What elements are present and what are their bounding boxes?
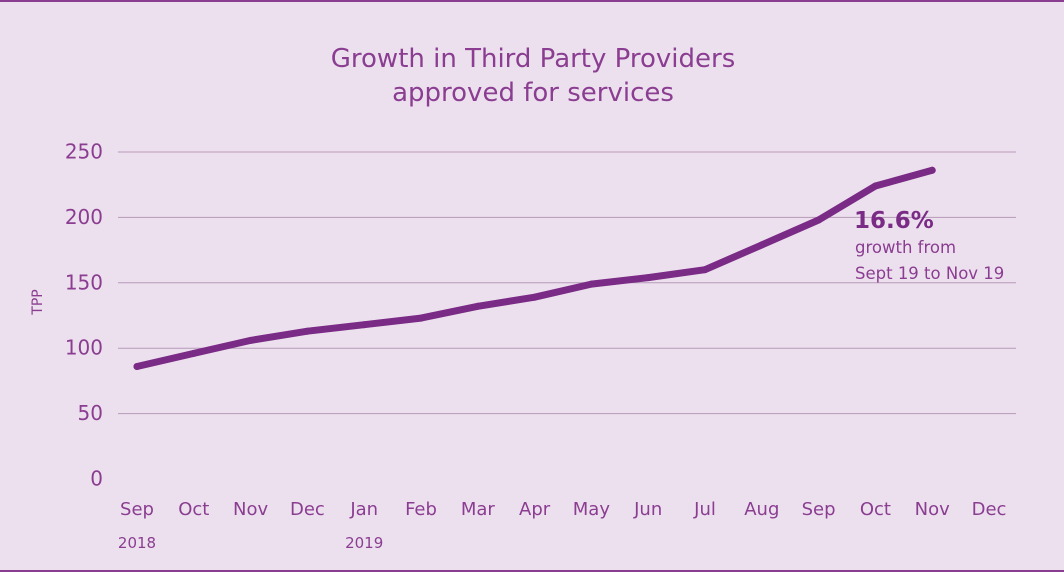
data-point (247, 336, 255, 344)
y-axis-title: TPP (30, 289, 46, 315)
data-point (871, 182, 879, 190)
data-point (644, 274, 652, 282)
series-group (133, 166, 936, 370)
annotation-growth-value: 16.6% (854, 208, 934, 234)
gridlines (118, 151, 1016, 415)
data-point (360, 321, 368, 329)
data-point (190, 349, 198, 357)
x-tick-label: Jan (349, 499, 378, 520)
data-point (531, 293, 539, 301)
y-axis-ticks: 0 50 100 150 200 250 (65, 140, 103, 491)
data-point (133, 363, 141, 370)
x-tick-label: Jul (693, 499, 716, 520)
year-label: 2019 (345, 534, 383, 552)
chart-title-line-1: Growth in Third Party Providers (330, 44, 736, 74)
data-point (758, 241, 766, 249)
x-tick-label: May (573, 499, 611, 520)
data-point (928, 166, 936, 174)
data-point (417, 314, 425, 322)
data-point (303, 327, 311, 335)
data-point (701, 266, 709, 274)
x-tick-label: Sep (802, 499, 836, 520)
year-label: 2018 (118, 534, 156, 552)
x-tick-label: Sep (120, 499, 154, 520)
x-tick-label: Mar (461, 499, 496, 520)
x-tick-label: Jun (633, 499, 662, 520)
chart-title-line-2: approved for services (392, 78, 674, 108)
x-tick-label: Oct (178, 499, 209, 520)
annotation-text-line-2: Sept 19 to Nov 19 (855, 264, 1004, 283)
x-tick-label: Feb (405, 499, 437, 520)
x-tick-label: Nov (915, 499, 950, 520)
x-tick-label: Apr (519, 499, 551, 520)
annotation-text-line-1: growth from (855, 238, 956, 257)
chart-title: Growth in Third Party Providers approved… (233, 42, 833, 110)
x-tick-label: Dec (290, 499, 325, 520)
x-axis-ticks: Sep Oct Nov Dec Jan Feb Mar Apr May Jun Jul Aug Sep O… (118, 499, 1007, 552)
y-tick-label: 100 (65, 336, 103, 360)
data-point (474, 302, 482, 310)
series-line-1 (133, 166, 936, 370)
x-tick-label: Nov (233, 499, 268, 520)
y-tick-label: 250 (65, 140, 103, 164)
x-tick-label: Oct (860, 499, 891, 520)
x-tick-label: Aug (744, 499, 779, 520)
growth-annotation: 16.6% growth from Sept 19 to Nov 19 (854, 208, 1004, 283)
data-point (815, 216, 823, 224)
y-tick-label: 150 (65, 270, 103, 294)
data-point (587, 280, 595, 288)
y-tick-label: 0 (90, 467, 103, 491)
y-tick-label: 50 (78, 401, 103, 425)
x-tick-label: Dec (972, 499, 1007, 520)
y-tick-label: 200 (65, 205, 103, 229)
